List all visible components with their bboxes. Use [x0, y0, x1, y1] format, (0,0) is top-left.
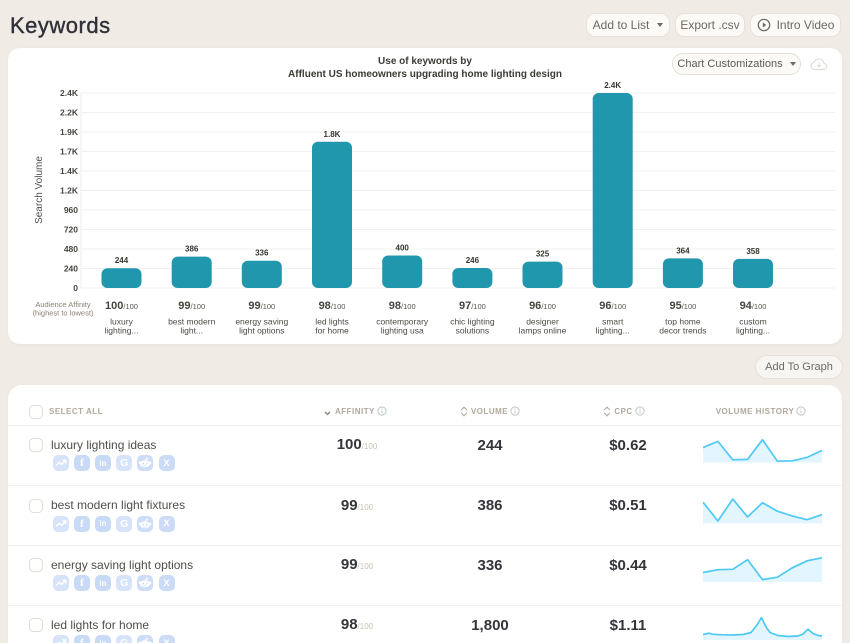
svg-text:99/100: 99/100 [178, 300, 205, 312]
svg-text:1.7K: 1.7K [60, 146, 79, 156]
svg-text:364: 364 [676, 246, 690, 255]
svg-text:2.2K: 2.2K [60, 107, 79, 117]
svg-text:720: 720 [64, 224, 78, 234]
svg-text:energy saving: energy saving [235, 317, 288, 327]
svg-text:0: 0 [73, 283, 78, 293]
svg-text:lighting usa: lighting usa [381, 326, 424, 336]
svg-text:top home: top home [665, 317, 701, 327]
svg-text:960: 960 [64, 205, 78, 215]
svg-text:99/100: 99/100 [248, 300, 275, 312]
svg-text:(highest to lowest): (highest to lowest) [33, 309, 94, 318]
svg-text:95/100: 95/100 [669, 300, 696, 312]
svg-text:98/100: 98/100 [319, 300, 346, 312]
svg-text:1.9K: 1.9K [60, 127, 79, 137]
svg-text:1.4K: 1.4K [60, 166, 79, 176]
svg-text:for home: for home [315, 326, 349, 336]
svg-text:Audience Affinity: Audience Affinity [35, 300, 91, 309]
svg-text:400: 400 [396, 244, 410, 253]
svg-text:luxury: luxury [110, 317, 133, 327]
svg-text:light options: light options [239, 326, 284, 336]
svg-text:led lights: led lights [315, 317, 349, 327]
svg-text:96/100: 96/100 [599, 300, 626, 312]
svg-text:94/100: 94/100 [740, 300, 767, 312]
svg-text:2.4K: 2.4K [60, 88, 79, 98]
svg-text:246: 246 [466, 256, 480, 265]
svg-text:decor trends: decor trends [659, 326, 706, 336]
svg-text:336: 336 [255, 249, 269, 258]
svg-text:designer: designer [526, 317, 559, 327]
svg-text:chic lighting: chic lighting [450, 317, 495, 327]
svg-text:lamps online: lamps online [519, 326, 567, 336]
svg-text:98/100: 98/100 [389, 300, 416, 312]
svg-text:358: 358 [746, 247, 760, 256]
svg-text:244: 244 [115, 256, 129, 265]
svg-text:386: 386 [185, 245, 199, 254]
svg-text:325: 325 [536, 250, 550, 259]
svg-text:97/100: 97/100 [459, 300, 486, 312]
svg-text:480: 480 [64, 244, 78, 254]
svg-text:96/100: 96/100 [529, 300, 556, 312]
svg-text:lighting...: lighting... [104, 326, 138, 336]
svg-text:lighting...: lighting... [596, 326, 630, 336]
svg-text:lighting...: lighting... [736, 326, 770, 336]
svg-text:1.8K: 1.8K [324, 130, 341, 139]
svg-text:100/100: 100/100 [105, 300, 138, 312]
svg-text:Search Volume: Search Volume [34, 156, 45, 224]
svg-text:best modern: best modern [168, 317, 216, 327]
svg-text:light...: light... [180, 326, 203, 336]
svg-text:2.4K: 2.4K [604, 81, 621, 90]
svg-text:1.2K: 1.2K [60, 185, 79, 195]
svg-text:smart: smart [602, 317, 624, 327]
svg-text:240: 240 [64, 263, 78, 273]
svg-text:solutions: solutions [456, 326, 490, 336]
svg-text:custom: custom [739, 317, 766, 327]
svg-text:contemporary: contemporary [376, 317, 429, 327]
